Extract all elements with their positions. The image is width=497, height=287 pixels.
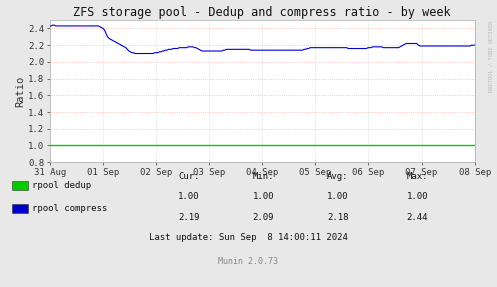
Text: rpool compress: rpool compress [32,203,107,213]
Text: 2.09: 2.09 [252,213,274,222]
Text: rpool dedup: rpool dedup [32,181,91,190]
Text: 2.19: 2.19 [178,213,200,222]
Text: 2.18: 2.18 [327,213,349,222]
Text: Cur:: Cur: [178,172,200,181]
Text: 1.00: 1.00 [252,193,274,201]
Text: Munin 2.0.73: Munin 2.0.73 [219,257,278,266]
Text: RRDTOOL / TOBI OETIKER: RRDTOOL / TOBI OETIKER [488,20,493,92]
Text: 1.00: 1.00 [178,193,200,201]
Text: Min:: Min: [252,172,274,181]
Text: 1.00: 1.00 [407,193,428,201]
Text: Avg:: Avg: [327,172,349,181]
Text: Last update: Sun Sep  8 14:00:11 2024: Last update: Sun Sep 8 14:00:11 2024 [149,233,348,242]
Title: ZFS storage pool - Dedup and compress ratio - by week: ZFS storage pool - Dedup and compress ra… [74,6,451,19]
Y-axis label: Ratio: Ratio [15,75,25,107]
Text: 2.44: 2.44 [407,213,428,222]
Text: 1.00: 1.00 [327,193,349,201]
Text: Max:: Max: [407,172,428,181]
